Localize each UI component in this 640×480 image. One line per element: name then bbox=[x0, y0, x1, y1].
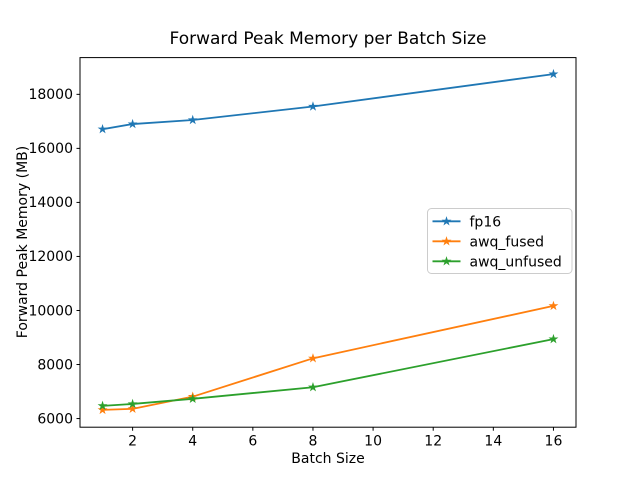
x-tick-label: 10 bbox=[364, 434, 382, 450]
marker-awq_fused bbox=[127, 403, 138, 414]
marker-awq_unfused bbox=[97, 400, 108, 411]
marker-awq_unfused bbox=[187, 393, 198, 404]
y-tick-label: 12000 bbox=[28, 249, 73, 265]
legend-sample-marker bbox=[441, 236, 452, 246]
legend-sample-marker bbox=[441, 256, 452, 266]
marker-awq_unfused bbox=[127, 398, 138, 409]
legend-label: awq_unfused bbox=[470, 254, 562, 270]
marker-fp16 bbox=[127, 118, 138, 129]
legend-label: awq_fused bbox=[470, 234, 545, 250]
x-tick-label: 14 bbox=[484, 434, 502, 450]
marker-awq_fused bbox=[548, 300, 559, 311]
y-tick-label: 6000 bbox=[37, 411, 73, 427]
x-axis-label: Batch Size bbox=[291, 451, 365, 467]
marker-fp16 bbox=[97, 124, 108, 134]
legend-box bbox=[427, 208, 573, 274]
y-tick-label: 14000 bbox=[28, 195, 73, 211]
y-axis-label: Forward Peak Memory (MB) bbox=[15, 145, 31, 339]
marker-awq_unfused bbox=[548, 333, 559, 344]
marker-awq_unfused bbox=[308, 382, 318, 392]
marker-awq_fused bbox=[97, 404, 108, 415]
x-tick-label: 16 bbox=[545, 434, 563, 450]
y-tick-label: 8000 bbox=[37, 357, 73, 373]
x-tick-label: 6 bbox=[248, 434, 257, 450]
marker-fp16 bbox=[548, 68, 559, 79]
x-tick-label: 4 bbox=[188, 434, 197, 450]
y-tick-label: 16000 bbox=[28, 141, 73, 157]
marker-fp16 bbox=[187, 114, 198, 125]
marker-fp16 bbox=[308, 101, 318, 111]
x-tick-label: 2 bbox=[128, 434, 137, 450]
legend-label: fp16 bbox=[470, 214, 502, 230]
y-tick-label: 10000 bbox=[28, 303, 73, 319]
x-tick-label: 8 bbox=[309, 434, 318, 450]
chart-title: Forward Peak Memory per Batch Size bbox=[169, 29, 487, 49]
x-tick-label: 12 bbox=[424, 434, 442, 450]
marker-awq_fused bbox=[308, 353, 318, 363]
legend-sample-marker bbox=[441, 216, 452, 226]
y-tick-label: 18000 bbox=[28, 87, 73, 103]
plot-border bbox=[79, 57, 577, 428]
